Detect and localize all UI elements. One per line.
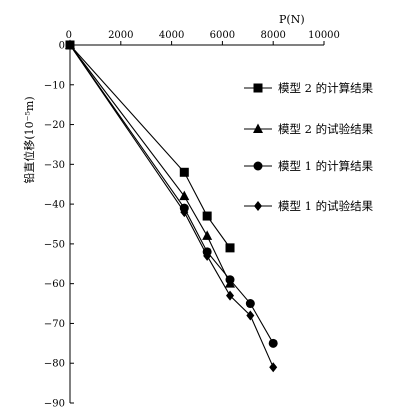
legend-label: 模型 1 的试验结果 [278, 199, 374, 213]
y-tick-label: −50 [44, 239, 65, 250]
legend-label: 模型 2 的试验结果 [278, 122, 374, 136]
y-tick-label: −80 [44, 359, 65, 370]
y-tick-label: −20 [44, 120, 65, 131]
y-tick-label: −30 [44, 160, 65, 171]
data-point [66, 40, 74, 50]
legend-marker [253, 83, 263, 93]
data-point [202, 211, 212, 221]
series-line [69, 44, 231, 284]
x-tick-label: 8000 [260, 30, 285, 41]
legend-marker [253, 161, 263, 171]
legend-marker [253, 123, 263, 133]
legend-label: 模型 1 的计算结果 [278, 159, 374, 173]
x-tick-label: 0 [66, 30, 72, 41]
data-point [225, 275, 235, 285]
data-point [180, 207, 189, 218]
data-point [179, 190, 190, 201]
series-4 [66, 40, 278, 373]
legend-item-4: 模型 1 的试验结果 [244, 199, 374, 213]
data-point [268, 338, 278, 348]
data-point [226, 290, 235, 301]
series-line [69, 44, 274, 368]
series-line [69, 44, 231, 249]
y-tick-label: −60 [44, 279, 65, 290]
y-tick-label: −10 [44, 80, 65, 91]
data-point [246, 310, 255, 321]
series-layer [65, 39, 278, 373]
y-ticks: 0 −10 −20 −30 −40 −50 −60 −70 −80 −90 [44, 41, 74, 408]
y-tick-label: −90 [44, 399, 65, 408]
data-point [225, 243, 235, 253]
x-axis-title: P(N) [279, 13, 305, 26]
x-ticks: 0 2000 4000 6000 8000 10000 [66, 30, 340, 45]
y-axis-title: 铅直位移(10⁻⁵m) [22, 96, 36, 183]
data-point [203, 250, 212, 261]
y-tick-label: 0 [59, 41, 65, 52]
data-point [179, 167, 189, 177]
legend-item-3: 模型 1 的计算结果 [244, 159, 374, 173]
x-tick-label: 10000 [308, 30, 340, 41]
x-tick-label: 4000 [159, 30, 184, 41]
x-tick-label: 6000 [210, 30, 235, 41]
legend-item-2: 模型 2 的试验结果 [244, 122, 374, 136]
data-point [245, 299, 255, 309]
legend-marker [254, 201, 262, 211]
data-point [202, 230, 213, 240]
series-line [69, 44, 274, 344]
data-point [269, 362, 278, 373]
y-tick-label: −70 [44, 319, 65, 330]
legend-item-1: 模型 2 的计算结果 [244, 81, 374, 95]
y-tick-label: −40 [44, 200, 65, 211]
x-tick-label: 2000 [108, 30, 133, 41]
legend-label: 模型 2 的计算结果 [278, 81, 374, 95]
